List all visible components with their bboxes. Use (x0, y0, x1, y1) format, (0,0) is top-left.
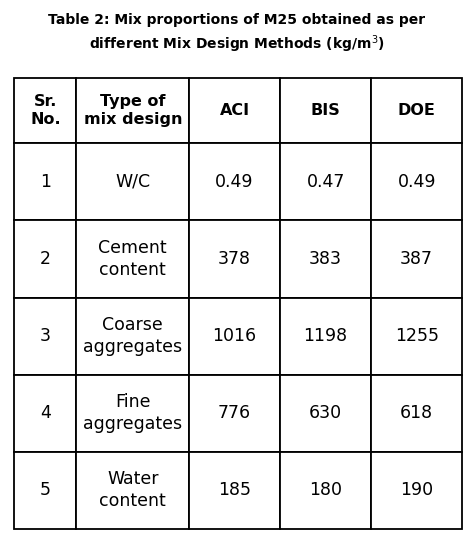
Text: 0.49: 0.49 (397, 173, 436, 191)
Bar (189, 297, 280, 375)
Bar (14, 220, 76, 297)
Bar (14, 452, 76, 529)
Bar (76, 297, 189, 375)
Text: 1255: 1255 (395, 327, 438, 345)
Bar (371, 78, 462, 143)
Text: 0.47: 0.47 (306, 173, 345, 191)
Bar (76, 452, 189, 529)
Bar (76, 375, 189, 452)
Text: 630: 630 (309, 404, 342, 422)
Bar (76, 78, 189, 143)
Text: 383: 383 (309, 250, 342, 268)
Bar (280, 297, 371, 375)
Text: 5: 5 (40, 481, 51, 499)
Bar (371, 452, 462, 529)
Text: Sr.
No.: Sr. No. (30, 94, 61, 127)
Bar (189, 143, 280, 220)
Text: Water
content: Water content (100, 470, 166, 511)
Text: 776: 776 (218, 404, 251, 422)
Text: 1016: 1016 (212, 327, 256, 345)
Text: Table 2: Mix proportions of M25 obtained as per: Table 2: Mix proportions of M25 obtained… (48, 13, 426, 27)
Text: 4: 4 (40, 404, 51, 422)
Text: 190: 190 (400, 481, 433, 499)
Text: BIS: BIS (311, 103, 340, 118)
Text: 3: 3 (40, 327, 51, 345)
Bar (189, 375, 280, 452)
Text: DOE: DOE (398, 103, 436, 118)
Text: Coarse
aggregates: Coarse aggregates (83, 316, 182, 356)
Text: different Mix Design Methods (kg/m$^{3}$): different Mix Design Methods (kg/m$^{3}$… (89, 33, 385, 55)
Bar (280, 375, 371, 452)
Bar (371, 143, 462, 220)
Bar (280, 220, 371, 297)
Text: 378: 378 (218, 250, 251, 268)
Bar (371, 375, 462, 452)
Text: 185: 185 (218, 481, 251, 499)
Bar (280, 78, 371, 143)
Bar (280, 143, 371, 220)
Text: 2: 2 (40, 250, 51, 268)
Bar (280, 452, 371, 529)
Bar (14, 297, 76, 375)
Bar (76, 220, 189, 297)
Text: 387: 387 (400, 250, 433, 268)
Bar (189, 452, 280, 529)
Text: 618: 618 (400, 404, 433, 422)
Text: 1198: 1198 (303, 327, 347, 345)
Text: ACI: ACI (219, 103, 250, 118)
Text: 180: 180 (309, 481, 342, 499)
Text: Type of
mix design: Type of mix design (83, 94, 182, 127)
Bar (189, 78, 280, 143)
Text: 1: 1 (40, 173, 51, 191)
Text: Fine
aggregates: Fine aggregates (83, 393, 182, 433)
Bar (76, 143, 189, 220)
Bar (14, 78, 76, 143)
Bar (189, 220, 280, 297)
Bar (371, 220, 462, 297)
Bar (371, 297, 462, 375)
Text: 0.49: 0.49 (215, 173, 254, 191)
Bar (14, 375, 76, 452)
Bar (14, 143, 76, 220)
Text: W/C: W/C (115, 173, 150, 191)
Text: Cement
content: Cement content (99, 239, 167, 279)
